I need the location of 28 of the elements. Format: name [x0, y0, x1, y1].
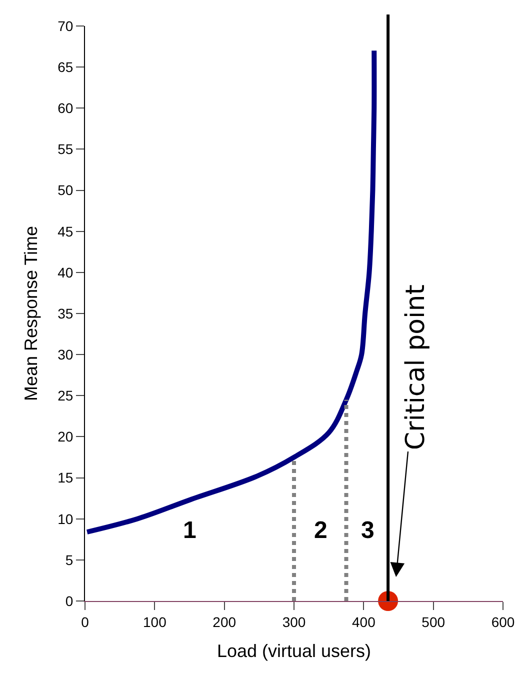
annotation: 2 — [314, 517, 328, 544]
annotation: Critical point — [401, 284, 432, 450]
y-tick-label: 70 — [58, 18, 74, 34]
x-tick-label: 400 — [352, 614, 376, 630]
y-tick-label: 60 — [58, 100, 74, 116]
annotation: 3 — [361, 517, 374, 544]
x-tick-label: 600 — [491, 614, 515, 630]
y-tick-label: 15 — [58, 470, 74, 486]
y-tick-label: 0 — [65, 592, 74, 609]
y-tick-label: 50 — [58, 182, 74, 198]
x-axis-title: Load (virtual users) — [216, 640, 372, 661]
y-tick-label: 5 — [65, 552, 74, 568]
y-tick-label: 45 — [58, 223, 74, 240]
x-tick-label: 100 — [142, 614, 167, 630]
y-tick-label: 55 — [58, 141, 74, 158]
y-tick-label: 10 — [58, 510, 74, 527]
y-tick-label: 20 — [58, 428, 74, 445]
y-tick-label: 65 — [58, 58, 74, 75]
y-tick-label: 30 — [58, 346, 74, 362]
x-tick-label: 0 — [81, 614, 90, 630]
annotation: 1 — [183, 517, 196, 544]
y-tick-label: 25 — [58, 388, 74, 404]
y-axis-title: Mean Response Time — [20, 226, 41, 402]
x-tick-label: 500 — [422, 614, 446, 630]
x-tick-label: 200 — [212, 614, 236, 630]
y-tick-label: 35 — [58, 305, 74, 322]
y-tick-label: 40 — [58, 264, 74, 280]
x-tick-label: 300 — [282, 614, 306, 630]
